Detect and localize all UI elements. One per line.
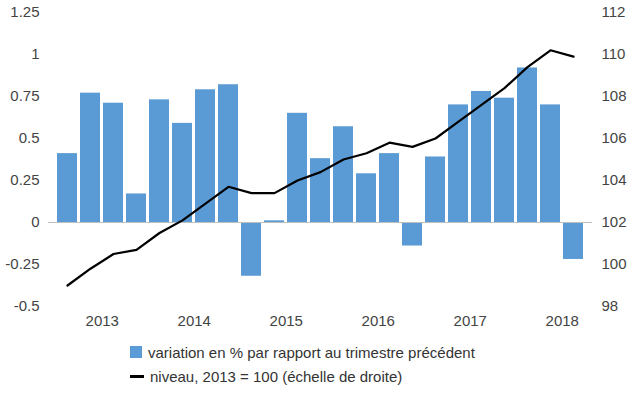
svg-text:112: 112: [602, 3, 626, 20]
svg-text:106: 106: [602, 129, 627, 146]
svg-text:1: 1: [31, 45, 39, 62]
svg-text:100: 100: [602, 255, 627, 272]
svg-text:0.75: 0.75: [10, 87, 39, 104]
svg-text:2017: 2017: [454, 312, 487, 329]
svg-text:2015: 2015: [270, 312, 303, 329]
svg-text:110: 110: [602, 45, 626, 62]
svg-text:102: 102: [602, 213, 627, 230]
svg-text:104: 104: [602, 171, 627, 188]
html-text:niveau, 2013 = 100 (échelle de: niveau, 2013 = 100 (échelle de droite): [150, 367, 403, 385]
svg-text:1.25: 1.25: [10, 3, 39, 20]
svg-text:2013: 2013: [86, 312, 119, 329]
svg-text:0.25: 0.25: [10, 171, 39, 188]
svg-text:2016: 2016: [362, 312, 395, 329]
svg-text:-0.5: -0.5: [14, 297, 40, 314]
svg-text:-0.25: -0.25: [5, 255, 39, 272]
svg-text:108: 108: [602, 87, 627, 104]
svg-text:98: 98: [602, 297, 619, 314]
svg-text:0: 0: [31, 213, 39, 230]
svg-text:2014: 2014: [178, 312, 211, 329]
html-text:variation en % par rapport au: variation en % par rapport au trimestre …: [148, 343, 475, 361]
svg-text:2018: 2018: [546, 312, 579, 329]
svg-text:0.5: 0.5: [19, 129, 40, 146]
